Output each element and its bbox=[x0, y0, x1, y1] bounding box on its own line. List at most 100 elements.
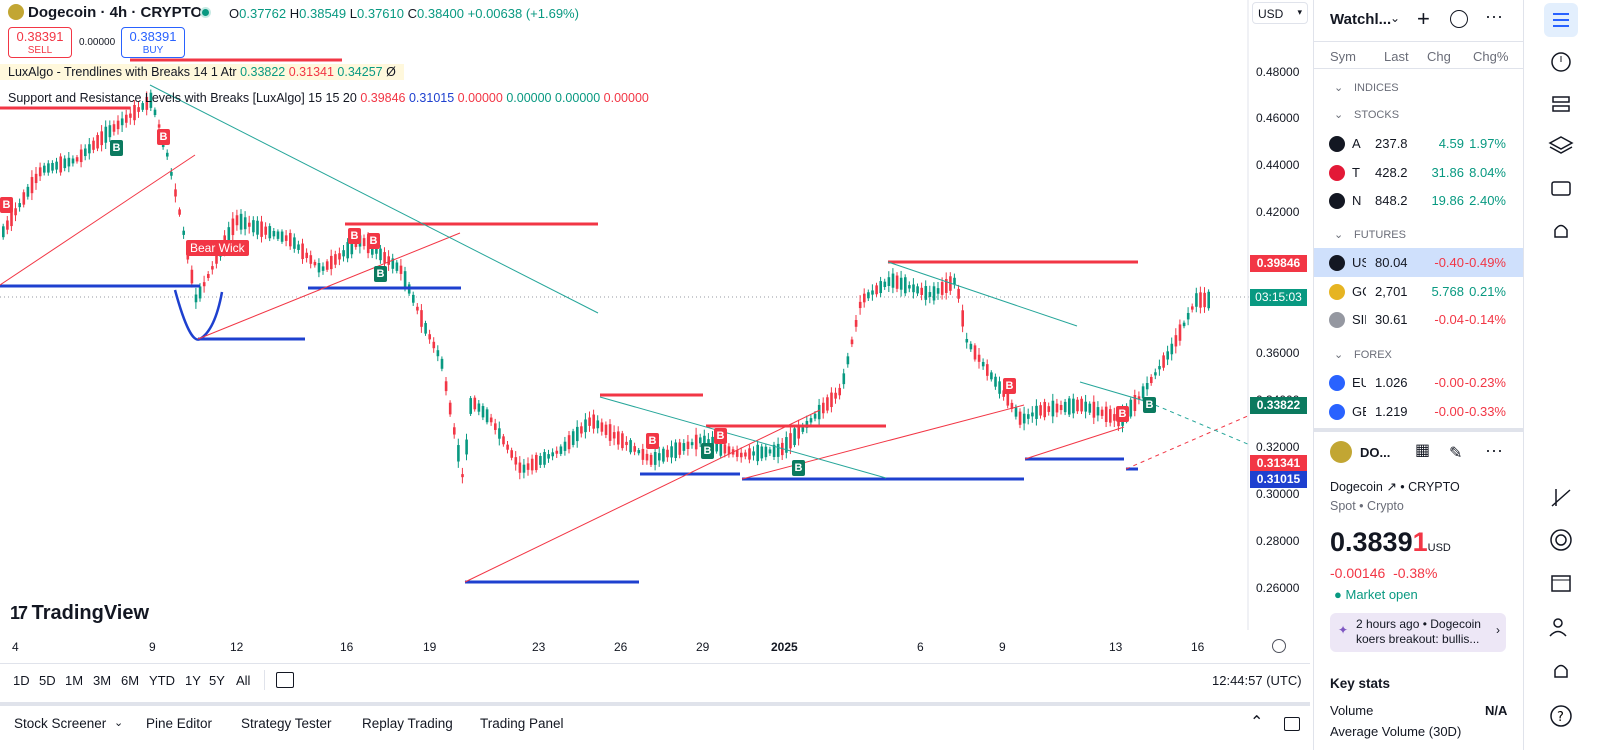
tab-strategy-tester[interactable]: Strategy Tester bbox=[241, 716, 332, 731]
candle-body bbox=[809, 418, 813, 423]
candle-body bbox=[760, 446, 764, 459]
price-axis-tick: 0.36000 bbox=[1256, 346, 1300, 360]
edit-note-icon[interactable]: ✎ bbox=[1449, 445, 1463, 462]
row-change: 5.768 bbox=[1431, 283, 1464, 299]
date-axis-tick: 12 bbox=[230, 640, 244, 654]
candle-body bbox=[198, 286, 202, 299]
watchlist-row[interactable]: GE 1.219 -0.00-0.33% bbox=[1314, 397, 1524, 426]
key-stats-title: Key stats bbox=[1330, 676, 1391, 691]
calendar-goto-icon[interactable] bbox=[276, 672, 294, 688]
candle-body bbox=[157, 124, 161, 128]
candle-body bbox=[297, 244, 300, 250]
watchlist-row[interactable]: US 80.04 -0.40 -0.49% bbox=[1314, 248, 1524, 277]
row-symbol: A bbox=[1352, 136, 1361, 151]
section-indices[interactable]: ⌄ INDICES bbox=[1334, 82, 1399, 94]
candle-body bbox=[908, 285, 911, 289]
symbol-logo-icon bbox=[1329, 312, 1345, 328]
range-6m-button[interactable]: 6M bbox=[121, 673, 140, 688]
help-icon[interactable]: ? bbox=[1544, 699, 1578, 733]
candle-body bbox=[63, 158, 67, 169]
candle-body bbox=[182, 230, 185, 235]
watchlist-row[interactable]: EU 1.026 -0.00 -0.23% bbox=[1314, 368, 1524, 397]
break-marker: B bbox=[1116, 406, 1129, 422]
watchlist-row[interactable]: T 428.2 31.86 8.04% bbox=[1314, 158, 1524, 187]
tab-trading-panel[interactable]: Trading Panel bbox=[480, 716, 564, 731]
date-axis-tick: 2025 bbox=[771, 640, 798, 654]
utc-clock[interactable]: 12:44:57 (UTC) bbox=[1212, 673, 1302, 688]
tab-stock-screener[interactable]: Stock Screener bbox=[14, 716, 107, 731]
price-chart[interactable] bbox=[0, 0, 1310, 663]
watchlist-row[interactable]: SIL 30.61 -0.04-0.14% bbox=[1314, 305, 1524, 334]
details-name[interactable]: Dogecoin bbox=[1330, 480, 1383, 494]
tab-replay-trading[interactable]: Replay Trading bbox=[362, 716, 453, 731]
candle-body bbox=[1096, 407, 1100, 416]
high-value: 0.38549 bbox=[299, 6, 347, 21]
chart-area[interactable]: Dogecoin · 4h · CRYPTO O0.37762 H0.38549… bbox=[0, 0, 1310, 663]
range-3m-button[interactable]: 3M bbox=[93, 673, 112, 688]
range-5y-button[interactable]: 5Y bbox=[209, 673, 225, 688]
range-1m-button[interactable]: 1M bbox=[65, 673, 84, 688]
advanced-view-icon[interactable] bbox=[1450, 10, 1468, 28]
bottom-panel: Stock Screener ⌄ Pine Editor Strategy Te… bbox=[0, 702, 1310, 750]
buy-button[interactable]: 0.38391 BUY bbox=[121, 27, 185, 58]
candle-body bbox=[826, 397, 829, 411]
candle-body bbox=[67, 157, 71, 167]
candle-body bbox=[137, 107, 140, 112]
market-status-dot-icon bbox=[200, 7, 211, 18]
notifications-bell-icon[interactable] bbox=[1544, 215, 1578, 249]
target-icon[interactable] bbox=[1544, 523, 1578, 557]
watchlist-row[interactable]: N 848.2 19.86 2.40% bbox=[1314, 186, 1524, 215]
candle-body bbox=[395, 262, 399, 271]
section-forex[interactable]: ⌄ FOREX bbox=[1334, 349, 1392, 361]
range-1d-button[interactable]: 1D bbox=[13, 673, 30, 688]
maximize-panel-icon[interactable] bbox=[1284, 717, 1300, 731]
candle-body bbox=[703, 435, 706, 447]
section-futures[interactable]: ⌄ FUTURES bbox=[1334, 229, 1406, 241]
candle-body bbox=[846, 356, 850, 365]
candle-body bbox=[1137, 396, 1141, 400]
symbol-title[interactable]: Dogecoin · 4h · CRYPTO bbox=[28, 4, 203, 21]
object-tree-icon[interactable] bbox=[1544, 87, 1578, 121]
range-all-button[interactable]: All bbox=[236, 673, 251, 688]
calendar-icon[interactable] bbox=[1544, 566, 1578, 600]
range-1y-button[interactable]: 1Y bbox=[185, 673, 201, 688]
candle-body bbox=[1166, 351, 1169, 360]
range-5d-button[interactable]: 5D bbox=[39, 673, 56, 688]
candle-body bbox=[957, 288, 960, 299]
indicator-trendlines[interactable]: LuxAlgo - Trendlines with Breaks 14 1 At… bbox=[0, 64, 404, 80]
chat-icon[interactable] bbox=[1544, 173, 1578, 207]
candle-body bbox=[88, 144, 91, 154]
candle-body bbox=[699, 437, 702, 444]
candle-body bbox=[334, 254, 337, 265]
tab-pine-editor[interactable]: Pine Editor bbox=[146, 716, 213, 731]
candle-body bbox=[215, 255, 218, 264]
watchlist-title[interactable]: Watchl... bbox=[1330, 11, 1392, 28]
sell-button[interactable]: 0.38391 SELL bbox=[8, 27, 72, 58]
chevron-down-icon[interactable]: ⌄ bbox=[1390, 11, 1401, 25]
trading-panel-icon[interactable] bbox=[1544, 480, 1578, 514]
row-symbol: T bbox=[1352, 164, 1360, 180]
watchlist-icon[interactable] bbox=[1544, 3, 1578, 37]
watchlist-row[interactable]: GC 2,701 5.768 0.21% bbox=[1314, 277, 1524, 306]
currency-select[interactable]: USD ▾ bbox=[1252, 2, 1308, 24]
sr-levels bbox=[0, 58, 1138, 584]
layers-icon[interactable] bbox=[1544, 128, 1578, 162]
news-card[interactable]: ✦ 2 hours ago • Dogecoin koers breakout:… bbox=[1330, 613, 1506, 652]
section-stocks[interactable]: ⌄ STOCKS bbox=[1334, 109, 1400, 121]
candle-body bbox=[965, 338, 969, 343]
indicator-sr-levels[interactable]: Support and Resistance Levels with Break… bbox=[8, 91, 649, 105]
more-options-icon[interactable]: ··· bbox=[1485, 6, 1503, 26]
watchlist-row[interactable]: A 237.8 4.59 1.97% bbox=[1314, 129, 1524, 158]
alerts-clock-icon[interactable] bbox=[1544, 45, 1578, 79]
collapse-panel-icon[interactable]: ⌃ bbox=[1250, 714, 1264, 731]
community-icon[interactable] bbox=[1544, 610, 1578, 644]
range-ytd-button[interactable]: YTD bbox=[149, 673, 175, 688]
chart-settings-gear-icon[interactable] bbox=[1272, 639, 1286, 653]
notifications-icon[interactable] bbox=[1544, 655, 1578, 689]
more-options-icon[interactable]: ··· bbox=[1485, 440, 1503, 460]
candle-body bbox=[1080, 398, 1083, 412]
candle-body bbox=[555, 450, 559, 454]
chevron-down-icon[interactable]: ⌄ bbox=[114, 717, 124, 729]
grid-layout-icon[interactable]: ▦ bbox=[1415, 442, 1431, 459]
add-symbol-icon[interactable]: + bbox=[1417, 6, 1430, 31]
